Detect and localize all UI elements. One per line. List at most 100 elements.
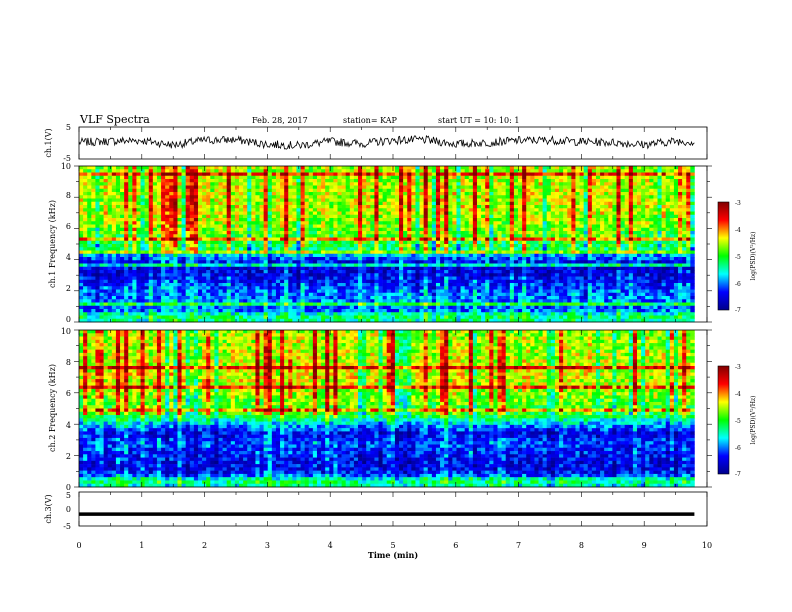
spectrogram-cell: [382, 192, 388, 196]
spectrogram-cell: [649, 263, 654, 268]
spectrogram-cell: [399, 231, 404, 235]
spectrogram-cell: [259, 182, 264, 186]
spectrogram-cell: [181, 208, 186, 212]
spectrogram-cell: [370, 253, 375, 258]
spectrogram-cell: [472, 172, 478, 177]
spectrogram-cell: [600, 172, 605, 177]
spectrogram-cell: [366, 182, 371, 186]
spectrogram-cell: [243, 188, 248, 193]
spectrogram-cell: [657, 247, 662, 251]
spectrogram-cell: [403, 172, 408, 177]
spectrogram-cell: [419, 250, 424, 255]
spectrogram-cell: [206, 266, 211, 271]
spectrogram-cell: [128, 198, 133, 203]
spectrogram-cell: [128, 175, 133, 180]
spectrogram-cell: [600, 227, 605, 232]
spectrogram-cell: [394, 169, 400, 173]
spectrogram-cell: [140, 234, 145, 238]
spectrogram-cell: [591, 244, 597, 248]
spectrogram-cell: [300, 270, 305, 274]
spectrogram-cell: [497, 188, 502, 193]
spectrogram-cell: [657, 211, 662, 216]
spectrogram-cell: [554, 260, 560, 264]
spectrogram-cell: [288, 266, 293, 271]
spectrogram-cell: [255, 224, 260, 229]
spectrogram-cell: [239, 166, 244, 170]
spectrogram-cell: [312, 192, 318, 196]
spectrogram-cell: [641, 179, 646, 183]
spectrogram-cell: [247, 182, 252, 186]
spectrogram-cell: [653, 234, 658, 238]
spectrogram-cell: [419, 175, 424, 180]
spectrogram-cell: [136, 257, 141, 261]
spectrogram-cell: [263, 172, 269, 177]
spectrogram-cell: [267, 231, 273, 235]
spectrogram-cell: [218, 253, 223, 258]
spectrogram-cell: [678, 224, 683, 229]
spectrogram-cell: [427, 221, 433, 225]
spectrogram-cell: [394, 185, 400, 190]
spectrogram-cell: [103, 240, 109, 245]
spectrogram-cell: [156, 221, 162, 225]
spectrogram-cell: [579, 231, 584, 235]
spectrogram-cell: [665, 240, 671, 245]
spectrogram-cell: [493, 263, 498, 268]
spectrogram-cell: [107, 253, 113, 258]
spectrogram-cell: [415, 179, 420, 183]
spectrogram-cell: [620, 211, 625, 216]
spectrogram-cell: [255, 201, 260, 206]
spectrogram-cell: [485, 169, 490, 173]
spectrogram-cell: [292, 247, 297, 251]
spectrogram-cell: [472, 231, 478, 235]
spectrogram-cell: [690, 175, 695, 180]
spectrogram-cell: [378, 263, 383, 268]
spectrogram-cell: [550, 263, 556, 268]
spectrogram-cell: [476, 253, 482, 258]
spectrogram-cell: [649, 253, 654, 258]
spectrogram-cell: [563, 247, 568, 251]
spectrogram-cell: [79, 270, 84, 274]
spectrogram-cell: [251, 227, 256, 232]
spectrogram-cell: [292, 231, 297, 235]
spectrogram-cell: [497, 214, 502, 219]
spectrogram-cell: [226, 221, 232, 225]
spectrogram-cell: [382, 169, 388, 173]
spectrogram-cell: [91, 240, 96, 245]
spectrogram-cell: [567, 185, 572, 190]
spectrogram-cell: [546, 208, 552, 212]
spectrogram-cell: [337, 188, 342, 193]
spectrogram-cell: [177, 257, 182, 261]
spectrogram-cell: [637, 263, 642, 268]
spectrogram-cell: [513, 211, 519, 216]
spectrogram-cell: [280, 250, 285, 255]
spectrogram-cell: [271, 211, 277, 216]
spectrogram-cell: [161, 250, 166, 255]
spectrogram-cell: [263, 175, 269, 180]
spectrogram-cell: [103, 208, 109, 212]
spectrogram-cell: [99, 240, 104, 245]
spectrogram-cell: [329, 253, 334, 258]
spectrogram-cell: [362, 237, 367, 242]
spectrogram-cell: [583, 169, 589, 173]
spectrogram-cell: [304, 231, 310, 235]
spectrogram-cell: [83, 231, 88, 235]
spectrogram-cell: [124, 237, 129, 242]
spectrogram-cell: [538, 198, 543, 203]
spectrogram-cell: [189, 205, 195, 209]
spectrogram-cell: [682, 247, 687, 251]
spectrogram-cell: [230, 172, 236, 177]
spectrogram-cell: [620, 166, 625, 170]
spectrogram-cell: [353, 237, 359, 242]
spectrogram-cell: [132, 231, 137, 235]
spectrogram-cell: [148, 172, 154, 177]
spectrogram-cell: [448, 198, 453, 203]
spectrogram-cell: [575, 195, 580, 199]
spectrogram-cell: [505, 250, 511, 255]
spectrogram-cell: [559, 172, 564, 177]
spectrogram-cell: [267, 205, 273, 209]
spectrogram-cell: [156, 253, 162, 258]
spectrogram-cell: [185, 263, 191, 268]
spectrogram-cell: [259, 172, 264, 177]
spectrogram-cell: [132, 257, 137, 261]
spectrogram-cell: [472, 179, 478, 183]
